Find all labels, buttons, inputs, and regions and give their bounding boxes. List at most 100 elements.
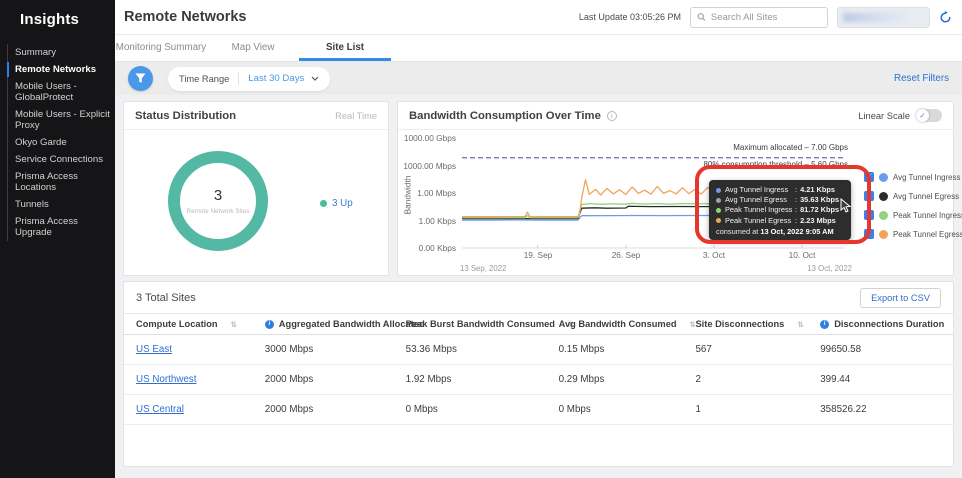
column-label: Peak Burst Bandwidth Consumed: [405, 319, 555, 329]
tooltip-separator: :: [795, 185, 798, 194]
column-header-avg-bandwidth[interactable]: Avg Bandwidth Consumed ⇅: [559, 319, 696, 329]
site-link-us-central[interactable]: US Central: [136, 404, 184, 415]
table-row: US Northwest 2000 Mbps 1.92 Mbps 0.29 Mb…: [124, 365, 953, 395]
tooltip-series-value: 4.21 Kbps: [800, 185, 835, 194]
redacted-content: [843, 12, 907, 22]
redacted-dropdown[interactable]: [837, 6, 930, 28]
cell-avg: 0.29 Mbps: [558, 374, 605, 385]
tooltip-footer: consumed at 13 Oct, 2022 9:05 AM: [716, 227, 844, 236]
column-header-aggregated-bandwidth[interactable]: i Aggregated Bandwidth Allocated: [264, 319, 425, 329]
info-icon[interactable]: i: [606, 110, 617, 121]
site-link-us-northwest[interactable]: US Northwest: [136, 374, 197, 385]
y-tick: 1000.00 Gbps: [403, 133, 456, 143]
column-header-compute-location[interactable]: Compute Location ⇅: [136, 319, 265, 329]
page-title: Remote Networks: [124, 9, 247, 25]
status-card-body: 3 Remote Network Sites 3 Up: [124, 130, 388, 276]
checkbox-checked-icon[interactable]: ✓: [864, 172, 874, 182]
funnel-icon: [135, 73, 146, 83]
tooltip-series-name: Peak Tunnel Egress: [725, 215, 792, 225]
last-update-text: Last Update 03:05:26 PM: [578, 12, 681, 22]
sidebar-item-tunnels[interactable]: Tunnels: [15, 199, 49, 210]
top-bar: Remote Networks Last Update 03:05:26 PM: [115, 0, 962, 35]
tooltip-row: Peak Tunnel Egress : 2.23 Mbps: [716, 216, 844, 226]
chart-tooltip: Avg Tunnel Ingress : 4.21 Kbps Avg Tunne…: [709, 180, 851, 240]
time-range-dropdown[interactable]: Time Range Last 30 Days: [168, 66, 331, 91]
checkbox-checked-icon[interactable]: ✓: [864, 191, 874, 201]
filter-bar: Time Range Last 30 Days Reset Filters: [115, 62, 962, 95]
legend-item-avg-tunnel-egress[interactable]: ✓ Avg Tunnel Egress: [864, 191, 959, 201]
refresh-button[interactable]: [939, 10, 952, 24]
bandwidth-card-header: Bandwidth Consumption Over Time i Linear…: [398, 102, 953, 130]
mouse-cursor-icon: [840, 198, 852, 213]
info-icon[interactable]: i: [820, 319, 830, 329]
column-label: Avg Bandwidth Consumed: [558, 319, 677, 329]
bandwidth-chart[interactable]: Bandwidth 1000.00 Gbps 1000.00 Mbps 1.00…: [402, 132, 871, 276]
search-box[interactable]: [690, 6, 828, 28]
sites-table-card: 3 Total Sites Export to CSV Compute Loca…: [123, 281, 954, 467]
cell-allocated: 2000 Mbps: [264, 374, 314, 385]
donut-total: 3: [214, 187, 222, 204]
tab-map-view[interactable]: Map View: [231, 42, 275, 53]
divider: [238, 72, 240, 85]
filter-button[interactable]: [128, 66, 153, 91]
cell-peak-burst: 53.36 Mbps: [405, 344, 457, 355]
column-header-disconnections-duration[interactable]: i Disconnections Duration: [820, 319, 944, 329]
x-range-start: 13 Sep, 2022: [460, 264, 507, 273]
legend-item-avg-tunnel-ingress[interactable]: ✓ Avg Tunnel Ingress: [864, 172, 960, 182]
sort-icon[interactable]: ⇅: [567, 319, 575, 329]
tooltip-series-name: Peak Tunnel Ingress: [725, 205, 793, 215]
checkbox-checked-icon[interactable]: ✓: [864, 229, 874, 239]
sidebar-item-mobile-users-globalprotect[interactable]: Mobile Users - GlobalProtect: [15, 81, 77, 103]
tab-site-list[interactable]: Site List: [299, 35, 391, 61]
series-dot: [716, 197, 721, 203]
cell-allocated: 3000 Mbps: [264, 344, 314, 355]
checkbox-checked-icon[interactable]: ✓: [864, 210, 874, 220]
sidebar-item-okyo-garde[interactable]: Okyo Garde: [15, 137, 67, 148]
tabs-bar: Monitoring Summary Map View Site List: [115, 35, 962, 62]
linear-scale-label: Linear Scale: [858, 110, 910, 121]
status-donut-chart[interactable]: 3 Remote Network Sites: [164, 147, 272, 260]
sidebar-item-prisma-access-upgrade[interactable]: Prisma Access Upgrade: [15, 216, 78, 238]
site-link-us-east[interactable]: US East: [136, 344, 172, 355]
table-header-bar: 3 Total Sites Export to CSV: [124, 282, 953, 313]
legend-item-peak-tunnel-ingress[interactable]: ✓ Peak Tunnel Ingress: [864, 210, 962, 220]
linear-scale-toggle[interactable]: ✓: [916, 109, 942, 122]
cell-allocated: 2000 Mbps: [264, 404, 314, 415]
chevron-down-icon: [311, 76, 319, 81]
content-area: Status Distribution Real Time 3 Remote N…: [115, 95, 962, 478]
threshold-label: 80% consumption threshold – 5.60 Gbps: [703, 160, 848, 169]
tab-monitoring-summary[interactable]: Monitoring Summary: [115, 42, 207, 53]
cell-avg: 0.15 Mbps: [558, 344, 605, 355]
legend-item-peak-tunnel-egress[interactable]: ✓ Peak Tunnel Egress: [864, 229, 962, 239]
tooltip-footer-time: 13 Oct, 2022 9:05 AM: [760, 226, 834, 236]
y-tick: 1000.00 Mbps: [403, 161, 456, 171]
tooltip-series-value: 2.23 Mbps: [800, 215, 836, 225]
tooltip-separator: :: [795, 215, 798, 225]
reset-filters-button[interactable]: Reset Filters: [894, 73, 949, 84]
column-header-peak-burst[interactable]: Peak Burst Bandwidth Consumed ⇅: [405, 319, 575, 329]
info-icon[interactable]: i: [264, 319, 274, 329]
export-csv-button[interactable]: Export to CSV: [860, 287, 941, 308]
status-legend-item[interactable]: 3 Up: [320, 198, 353, 209]
series-dot: [879, 210, 888, 220]
sidebar-item-remote-networks[interactable]: Remote Networks: [7, 61, 115, 78]
search-input[interactable]: [710, 11, 821, 23]
sidebar-item-prisma-access-locations[interactable]: Prisma Access Locations: [15, 171, 78, 193]
legend-label: Peak Tunnel Ingress: [893, 210, 962, 220]
main-area: Remote Networks Last Update 03:05:26 PM …: [115, 0, 962, 478]
sidebar-item-service-connections[interactable]: Service Connections: [15, 154, 103, 165]
legend-label: Peak Tunnel Egress: [893, 229, 962, 239]
sidebar-item-summary[interactable]: Summary: [15, 47, 57, 58]
toggle-knob: ✓: [916, 109, 929, 122]
sidebar-item-mobile-users-explicit-proxy[interactable]: Mobile Users - Explicit Proxy: [15, 109, 110, 131]
column-header-site-disconnections[interactable]: Site Disconnections ⇅: [695, 319, 820, 329]
sort-icon[interactable]: ⇅: [689, 319, 696, 329]
legend-label: Avg Tunnel Egress: [893, 191, 960, 201]
tooltip-row: Peak Tunnel Ingress : 81.72 Kbps: [716, 205, 844, 215]
cell-duration: 399.44: [820, 374, 851, 385]
sort-icon[interactable]: ⇅: [797, 319, 804, 329]
bandwidth-card-body: Bandwidth 1000.00 Gbps 1000.00 Mbps 1.00…: [398, 130, 962, 276]
column-label: Aggregated Bandwidth Allocated: [278, 319, 425, 329]
sort-icon[interactable]: ⇅: [230, 319, 237, 329]
status-up-label: 3 Up: [332, 197, 353, 209]
